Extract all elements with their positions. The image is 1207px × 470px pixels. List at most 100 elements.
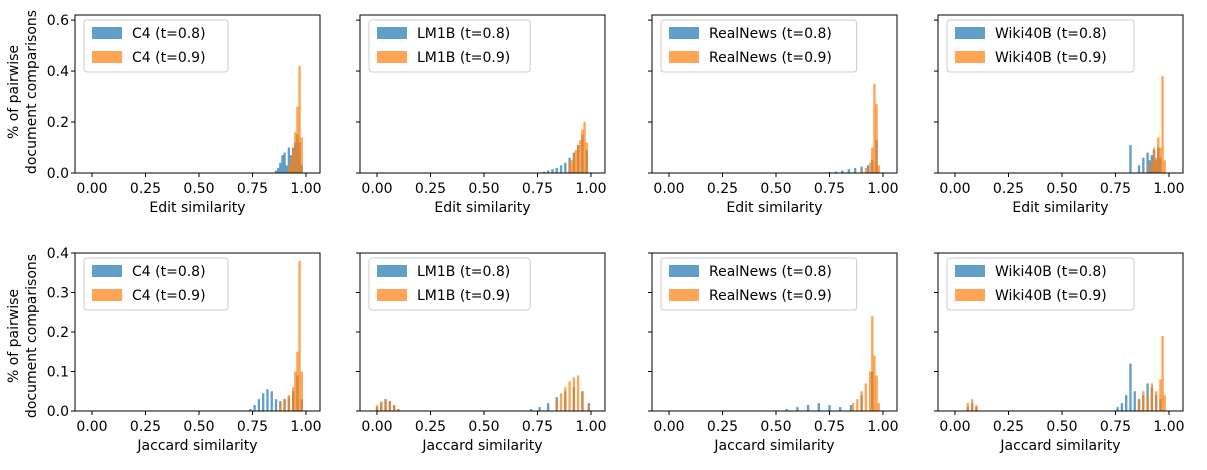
histogram-bar [585,142,588,173]
histogram-bar [1146,165,1149,173]
histogram-bar [568,162,571,173]
histogram-bar [277,167,280,173]
histogram-bar [287,147,291,173]
legend-box [368,19,531,73]
histogram-bar [1157,137,1160,173]
series-bars [1146,76,1166,173]
histogram-bar [542,171,546,173]
histogram-bar [1137,165,1141,173]
histogram-bar [249,409,252,411]
x-tick-label: 0.50 [1046,181,1077,197]
legend-entry: Wiki40B (t=0.9) [995,50,1107,66]
x-tick-label: 0.50 [468,181,499,197]
histogram-bar [287,395,291,411]
histogram-bar [538,407,541,411]
chart-panel: 0.00 0.25 0.50 0.75 1.00 Jaccard similarity Wi… [934,252,1185,454]
x-tick-label: 0.75 [522,181,553,197]
histogram-bar [281,155,284,173]
histogram-bar [296,106,299,173]
histogram-bar [279,403,282,411]
histogram-bar [287,165,291,173]
x-tick-label: 0.75 [237,419,268,435]
y-tick-label: 0.0 [47,166,69,182]
legend-swatch [955,51,985,63]
histogram-bar [1142,391,1145,411]
histogram-bar [817,403,820,411]
legend-box [946,257,1135,311]
x-tick-label: 0.00 [76,181,107,197]
x-tick-label: 0.75 [814,419,845,435]
legend-swatch [955,289,985,301]
histogram-bar [296,351,299,411]
histogram-bar [380,401,383,412]
series-bars [287,65,303,173]
legend: C4 (t=0.8) C4 (t=0.9) [83,19,229,73]
histogram-bar [1125,395,1128,411]
series-bars [279,260,303,411]
legend-entry: Wiki40B (t=0.8) [995,264,1107,280]
histogram-bar [866,165,870,173]
histogram-bar [1152,147,1156,173]
legend-swatch [92,27,122,39]
legend: RealNews (t=0.8) RealNews (t=0.9) [660,19,858,73]
y-label-line-2: document comparisons [24,10,40,174]
histogram-bar [298,260,301,411]
histogram-bar [253,405,256,411]
histogram-bar [283,152,286,173]
series-bars [785,371,874,411]
histogram-bar [806,405,810,411]
histogram-bar [294,371,297,411]
x-axis-label: Edit similarity [149,200,245,216]
x-tick-label: 0.75 [1100,419,1131,435]
histogram-bar [581,129,584,173]
x-tick-label: 0.50 [183,419,214,435]
legend-swatch [92,51,122,63]
y-tick-label: 0.4 [47,246,69,262]
x-tick-label: 1.00 [867,181,898,197]
y-label-line-1: % of pairwise [6,45,22,139]
histogram-bar [785,409,788,411]
histogram-bar [1150,383,1154,411]
x-tick-label: 0.00 [939,419,970,435]
legend-entry: Wiki40B (t=0.9) [995,288,1107,304]
histogram-bar [576,375,580,411]
histogram-bar [279,162,282,173]
x-axis-label: Edit similarity [726,200,822,216]
histogram-bar [871,316,874,411]
histogram-bar [274,170,278,173]
legend-entry: RealNews (t=0.9) [709,288,832,304]
histogram-bar [864,167,868,173]
histogram-bar [283,399,286,411]
histogram-bar [576,144,580,173]
x-tick-label: 0.75 [814,181,845,197]
legend-entry: C4 (t=0.9) [132,50,206,66]
histogram-bar [298,65,301,173]
x-tick-label: 0.25 [993,419,1024,435]
legend-box [946,19,1135,73]
histogram-bar [274,399,278,411]
histogram-bar [796,407,799,411]
histogram-bar [1159,379,1162,411]
histogram-bar [547,403,550,411]
axes-frame [74,14,321,174]
histogram-bar [828,405,831,411]
y-label-line-1: % of pairwise [6,289,22,383]
axes-frame [937,14,1184,174]
x-axis-label: Jaccard similarity [421,438,542,454]
chart-panel: 0.00 0.25 0.50 0.75 1.00 Edit similarity RealN… [648,14,899,216]
histogram-bar [291,147,295,173]
histogram-bar [291,387,295,411]
y-tick-label: 0.0 [47,404,69,420]
chart-panel: 0.00 0.25 0.50 0.75 1.00 0.0 0.2 0.4 0.6 Edit sim… [47,13,322,216]
histogram-bar [568,381,571,412]
chart-panel: 0.00 0.25 0.50 0.75 1.00 Edit similarity Wiki4… [934,14,1185,216]
legend-entry: LM1B (t=0.8) [417,264,510,280]
histogram-bar [851,403,855,411]
legend-box [660,19,858,73]
legend-box [660,257,858,311]
panel-grid: 0.00 0.25 0.50 0.75 1.00 0.0 0.2 0.4 0.6 Edit sim… [47,13,1185,454]
legend-swatch [92,265,122,277]
series-bars [568,122,588,173]
histogram-bar [559,393,563,411]
x-axis-label: Jaccard similarity [999,438,1120,454]
